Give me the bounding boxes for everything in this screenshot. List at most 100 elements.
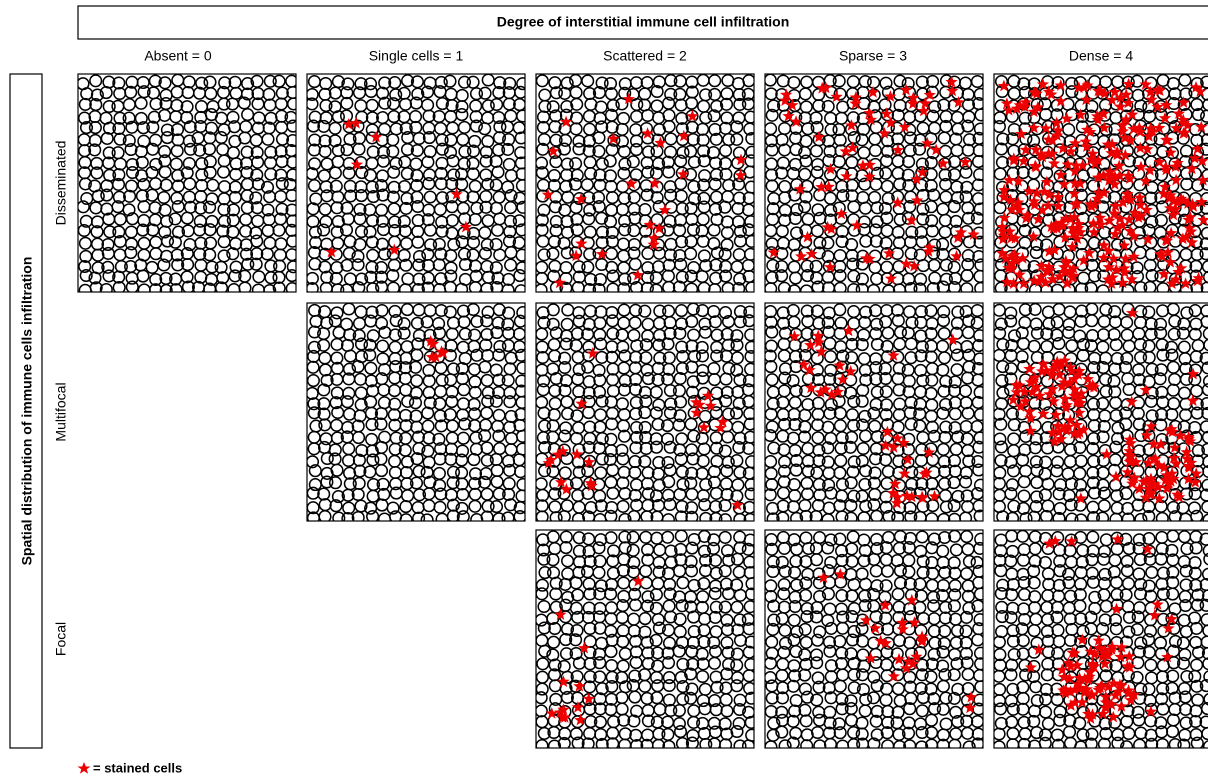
cell	[412, 338, 424, 350]
cell	[570, 123, 582, 135]
cell	[926, 714, 938, 726]
cell	[550, 588, 562, 600]
cell	[859, 353, 871, 365]
cell	[858, 124, 870, 136]
cell	[606, 602, 618, 614]
cell	[1019, 589, 1031, 601]
cell	[389, 385, 401, 397]
page: Degree of interstitial immune cell infil…	[0, 0, 1208, 778]
stained-cell	[653, 222, 665, 234]
cell	[470, 214, 482, 226]
cell	[398, 88, 410, 100]
cell	[287, 235, 299, 247]
cell	[423, 178, 435, 190]
cell	[319, 499, 331, 511]
cell	[607, 283, 619, 295]
cell	[329, 453, 341, 465]
cell	[355, 387, 367, 399]
cell	[1066, 556, 1078, 568]
cell	[802, 399, 814, 411]
cell	[731, 659, 743, 671]
cell	[778, 338, 790, 350]
cell	[848, 132, 860, 144]
cell	[709, 588, 721, 600]
column-label: Sparse = 3	[839, 48, 907, 64]
panel	[306, 303, 528, 526]
panel-content	[535, 530, 757, 752]
cell	[595, 534, 607, 546]
cell	[310, 316, 322, 328]
stained-cell	[1159, 112, 1171, 124]
cell	[112, 147, 124, 159]
cell	[799, 169, 811, 181]
cell	[630, 124, 642, 136]
cell	[1145, 659, 1157, 671]
cell	[765, 88, 777, 100]
cell	[868, 600, 880, 612]
cell	[651, 532, 663, 544]
cell	[481, 407, 493, 419]
cell	[858, 147, 870, 159]
cell	[777, 225, 789, 237]
cell	[697, 350, 709, 362]
cell	[341, 144, 353, 156]
legend-label: = stained cells	[93, 760, 182, 775]
cell	[516, 262, 528, 274]
cell	[218, 166, 230, 178]
cell	[516, 249, 528, 261]
cell	[926, 375, 938, 387]
cell	[1018, 490, 1030, 502]
cell	[960, 397, 972, 409]
cell	[688, 611, 700, 623]
cell	[812, 634, 824, 646]
cell	[422, 99, 434, 111]
cell	[1178, 637, 1190, 649]
cell	[722, 227, 734, 239]
cell	[1053, 636, 1065, 648]
cell	[664, 464, 676, 476]
cell	[352, 259, 364, 271]
cell	[617, 612, 629, 624]
cell	[870, 145, 882, 157]
cell	[745, 659, 757, 671]
cell	[162, 132, 174, 144]
cell	[972, 634, 984, 646]
cell	[572, 352, 584, 364]
panel-content	[993, 303, 1208, 525]
cell	[1132, 499, 1144, 511]
cell	[868, 637, 880, 649]
cell	[159, 166, 171, 178]
cell	[536, 635, 548, 647]
cell	[1202, 444, 1208, 456]
cell	[685, 418, 697, 430]
cell	[1191, 623, 1203, 635]
cell	[494, 213, 506, 225]
cell	[365, 315, 377, 327]
cell	[1169, 374, 1181, 386]
cell	[925, 388, 937, 400]
cell	[881, 225, 893, 237]
cell	[341, 284, 353, 296]
cell	[951, 544, 963, 556]
cell	[582, 75, 594, 87]
cell	[375, 453, 387, 465]
cell	[561, 319, 573, 331]
cell	[171, 158, 183, 170]
cell	[1006, 530, 1018, 542]
cell	[812, 225, 824, 237]
cell	[641, 77, 653, 89]
cell	[857, 649, 869, 661]
column-label: Dense = 4	[1069, 48, 1133, 64]
cell	[137, 270, 149, 282]
cell	[288, 98, 300, 110]
cell	[616, 703, 628, 715]
cell	[582, 179, 594, 191]
cell	[664, 317, 676, 329]
cell	[584, 636, 596, 648]
cell	[937, 545, 949, 557]
cell	[595, 409, 607, 421]
cell	[536, 273, 548, 285]
cell	[882, 565, 894, 577]
cell	[422, 156, 434, 168]
cell	[262, 225, 274, 237]
